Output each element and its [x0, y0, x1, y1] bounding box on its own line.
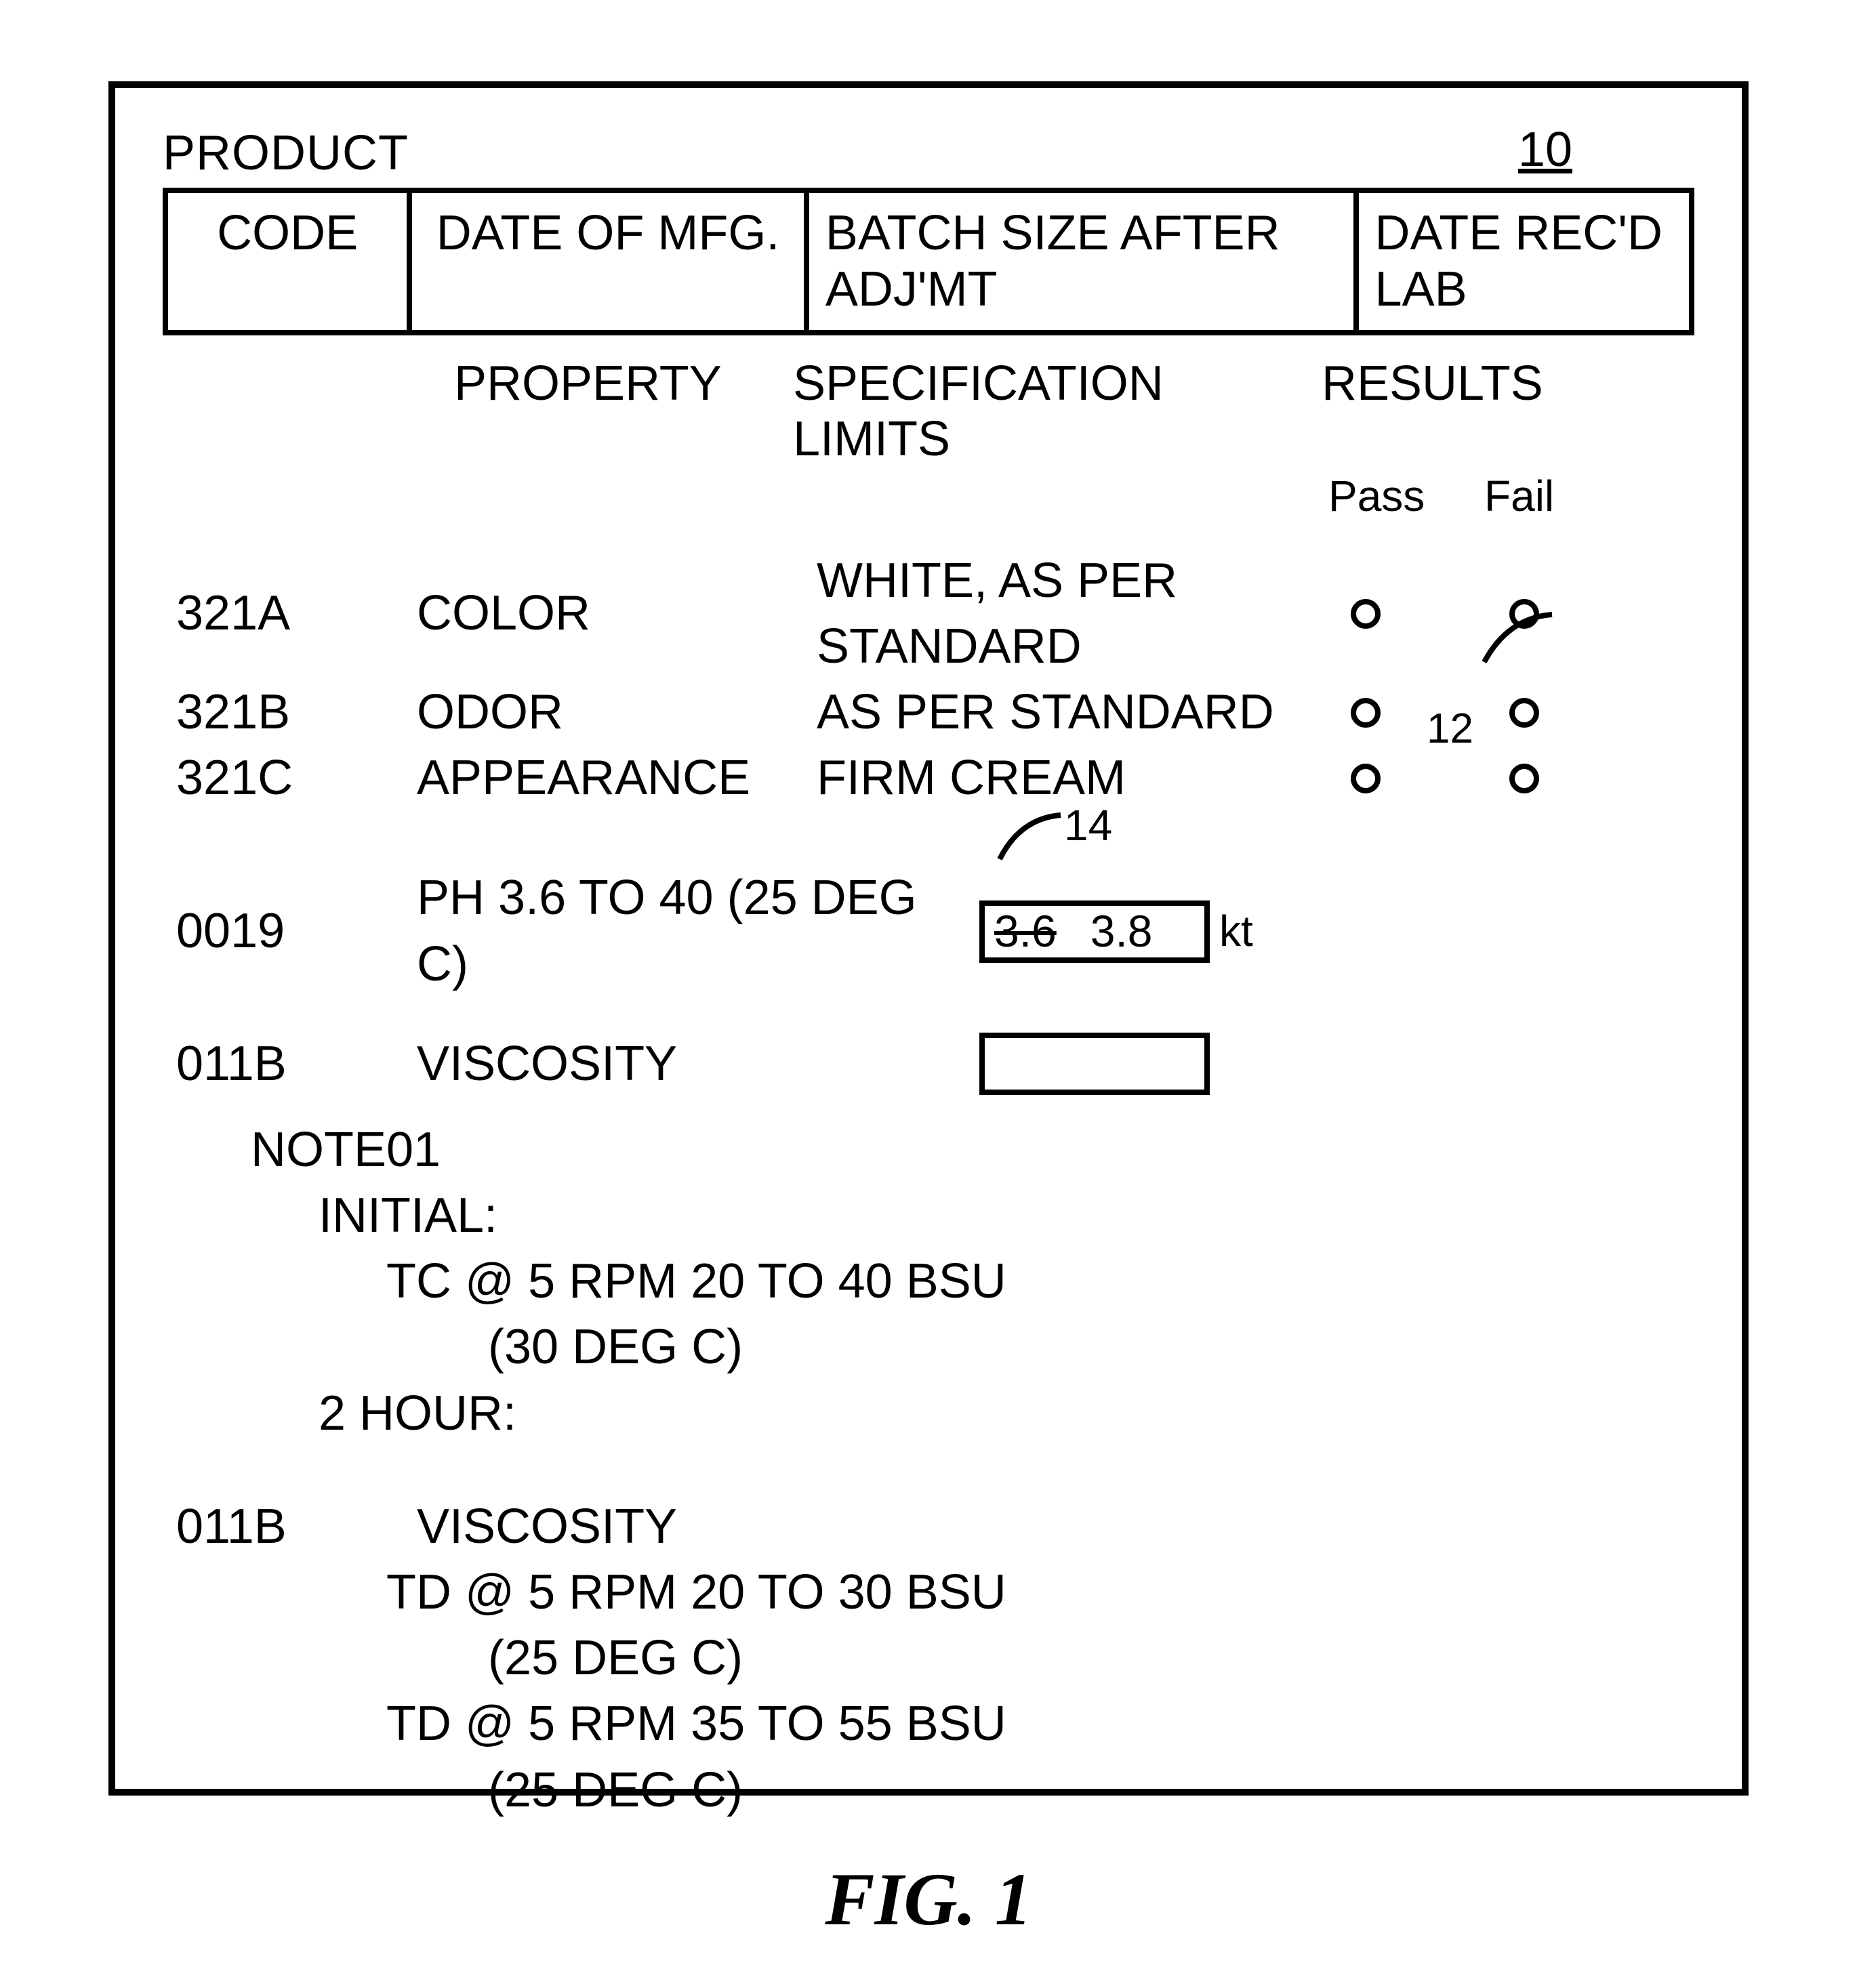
- row-results: [1345, 599, 1657, 629]
- reference-numeral-14: 14: [1064, 800, 1112, 850]
- row-property: VISCOSITY: [417, 1494, 677, 1560]
- sub-header-row: PROPERTY SPECIFICATION LIMITS RESULTS: [163, 356, 1694, 467]
- ph-old-value: 3.6: [994, 901, 1057, 961]
- pass-radio[interactable]: [1351, 698, 1381, 728]
- fail-radio[interactable]: [1509, 698, 1539, 728]
- label-pass: Pass: [1328, 471, 1484, 521]
- ph-input[interactable]: 3.6 3.8: [979, 900, 1210, 963]
- fail-radio[interactable]: [1509, 764, 1539, 793]
- reference-numeral-10: 10: [1518, 122, 1572, 178]
- leader-line-12: [1481, 611, 1562, 672]
- row-property: COLOR: [417, 581, 817, 646]
- col-spec: SPECIFICATION LIMITS: [793, 356, 1322, 467]
- viscosity-row-1: 011B VISCOSITY: [163, 1031, 1694, 1097]
- row-spec: AS PER STANDARD: [817, 680, 1345, 745]
- ph-new-value: 3.8: [1090, 901, 1153, 961]
- note-line: (30 DEG C): [163, 1314, 1694, 1380]
- ph-row: 0019 PH 3.6 TO 40 (25 DEG C) 3.6 3.8 kt: [163, 865, 1694, 997]
- note-2hour: 2 HOUR:: [163, 1381, 1694, 1447]
- row-code: 321C: [163, 745, 417, 811]
- note-line: TD @ 5 RPM 35 TO 55 BSU: [163, 1691, 1694, 1757]
- header-date-lab: DATE REC'D LAB: [1356, 190, 1692, 333]
- viscosity-row-2: 011B VISCOSITY: [163, 1494, 1694, 1560]
- spec-row: 321A COLOR WHITE, AS PER STANDARD: [163, 548, 1694, 680]
- row-property: VISCOSITY: [417, 1031, 979, 1097]
- row-code: 0019: [163, 898, 417, 964]
- row-property: APPEARANCE: [417, 745, 817, 811]
- col-property: PROPERTY: [454, 356, 793, 467]
- row-results: [1345, 764, 1657, 793]
- pass-radio[interactable]: [1351, 599, 1381, 629]
- note-label: NOTE01: [163, 1117, 1694, 1183]
- pass-fail-labels: Pass Fail: [163, 471, 1694, 521]
- pass-radio[interactable]: [1351, 764, 1381, 793]
- row-code: 321A: [163, 581, 417, 646]
- row-property: PH 3.6 TO 40 (25 DEG C): [417, 865, 979, 997]
- header-batch: BATCH SIZE AFTER ADJ'MT: [807, 190, 1356, 333]
- row-results: 12: [1345, 698, 1657, 728]
- form-panel: 10 PRODUCT CODE DATE OF MFG. BATCH SIZE …: [108, 81, 1749, 1796]
- product-label: PRODUCT: [163, 125, 1694, 181]
- row-code: 011B: [163, 1494, 417, 1560]
- note-line: (25 DEG C): [163, 1758, 1694, 1823]
- note-line: (25 DEG C): [163, 1625, 1694, 1691]
- row-spec: WHITE, AS PER STANDARD: [817, 548, 1345, 680]
- note-line: TC @ 5 RPM 20 TO 40 BSU: [163, 1249, 1694, 1314]
- label-fail: Fail: [1484, 471, 1554, 521]
- row-code: 011B: [163, 1031, 417, 1097]
- reference-numeral-12: 12: [1427, 701, 1473, 758]
- header-code: CODE: [165, 190, 409, 333]
- figure-page: 10 PRODUCT CODE DATE OF MFG. BATCH SIZE …: [0, 0, 1857, 1988]
- ph-input-wrap: 3.6 3.8 kt: [979, 900, 1253, 963]
- spec-row: 321B ODOR AS PER STANDARD 12: [163, 680, 1694, 745]
- figure-caption: FIG. 1: [108, 1857, 1749, 1943]
- row-property: ODOR: [417, 680, 817, 745]
- col-results: RESULTS: [1322, 356, 1543, 467]
- spec-rows: 321A COLOR WHITE, AS PER STANDARD 321B O…: [163, 548, 1694, 1823]
- note-initial: INITIAL:: [163, 1183, 1694, 1249]
- row-code: 321B: [163, 680, 417, 745]
- header-table: CODE DATE OF MFG. BATCH SIZE AFTER ADJ'M…: [163, 188, 1694, 335]
- viscosity-2-notes: TD @ 5 RPM 20 TO 30 BSU (25 DEG C) TD @ …: [163, 1560, 1694, 1823]
- viscosity-input[interactable]: [979, 1033, 1210, 1095]
- ph-unit: kt: [1219, 902, 1253, 960]
- note-line: TD @ 5 RPM 20 TO 30 BSU: [163, 1560, 1694, 1625]
- viscosity-1-notes: NOTE01 INITIAL: TC @ 5 RPM 20 TO 40 BSU …: [163, 1117, 1694, 1447]
- header-date-mfg: DATE OF MFG.: [409, 190, 807, 333]
